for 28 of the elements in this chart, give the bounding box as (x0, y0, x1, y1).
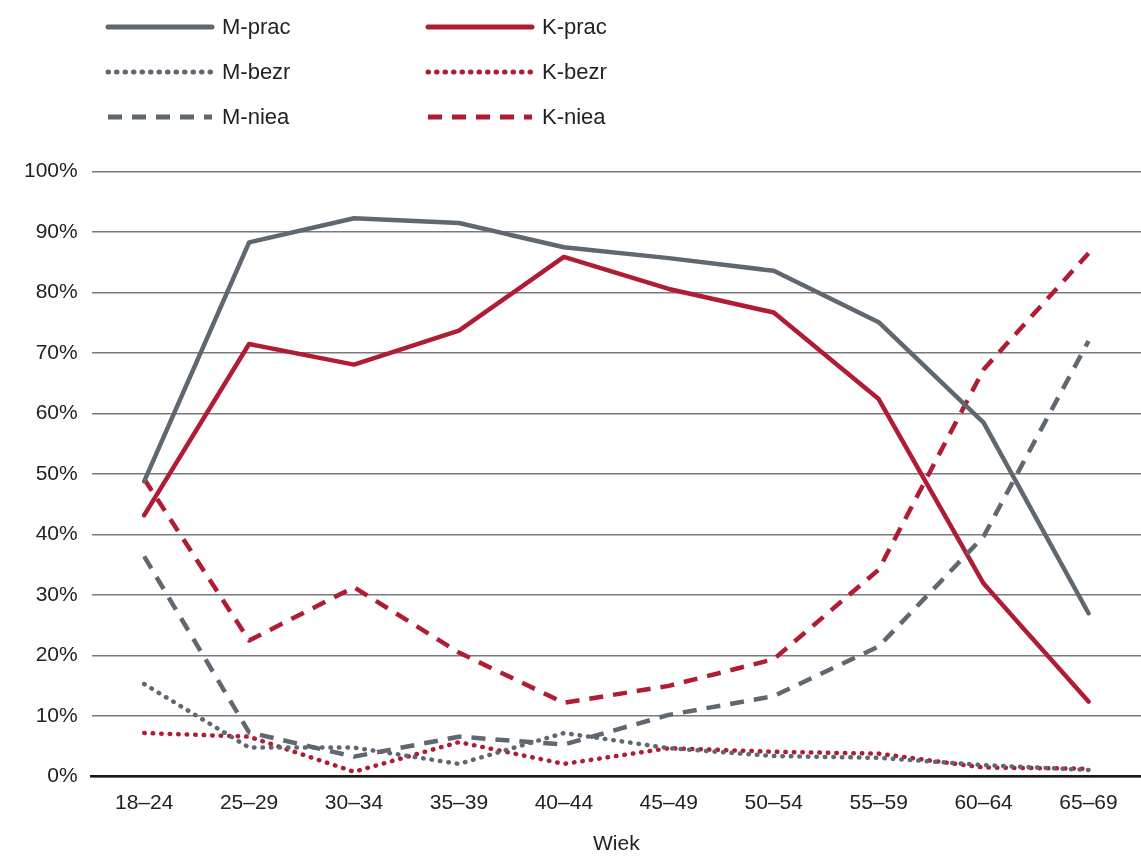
legend-label: M-prac (222, 13, 291, 40)
legend-label: M-bezr (222, 58, 291, 85)
y-tick-label: 100% (23, 158, 78, 182)
x-tick-label: 25–29 (219, 790, 279, 813)
y-tick-label: 10% (35, 702, 78, 726)
y-tick-label: 30% (35, 581, 78, 605)
x-axis-title: Wiek (593, 831, 641, 855)
x-tick-label: 18–24 (114, 790, 174, 813)
legend-label: K-niea (542, 103, 606, 130)
x-tick-label: 45–49 (639, 790, 699, 813)
y-tick-label: 80% (35, 279, 78, 303)
y-tick-label: 60% (35, 400, 78, 424)
x-tick-label: 55–59 (849, 790, 908, 813)
x-tick-label: 60–64 (954, 790, 1014, 813)
x-tick-label: 65–69 (1059, 790, 1118, 813)
y-tick-label: 40% (35, 521, 78, 545)
x-tick-label: 50–54 (744, 790, 804, 813)
x-tick-label: 30–34 (324, 790, 384, 813)
legend-label: K-prac (542, 13, 607, 40)
legend-label: K-bezr (542, 58, 607, 85)
y-tick-label: 90% (35, 218, 78, 242)
legend-label: M-niea (222, 103, 290, 130)
x-tick-label: 35–39 (429, 790, 489, 813)
y-tick-label: 20% (35, 642, 78, 666)
y-tick-label: 0% (47, 763, 78, 787)
x-tick-label: 40–44 (534, 790, 594, 813)
y-tick-label: 50% (35, 460, 78, 484)
y-tick-label: 70% (35, 339, 78, 363)
